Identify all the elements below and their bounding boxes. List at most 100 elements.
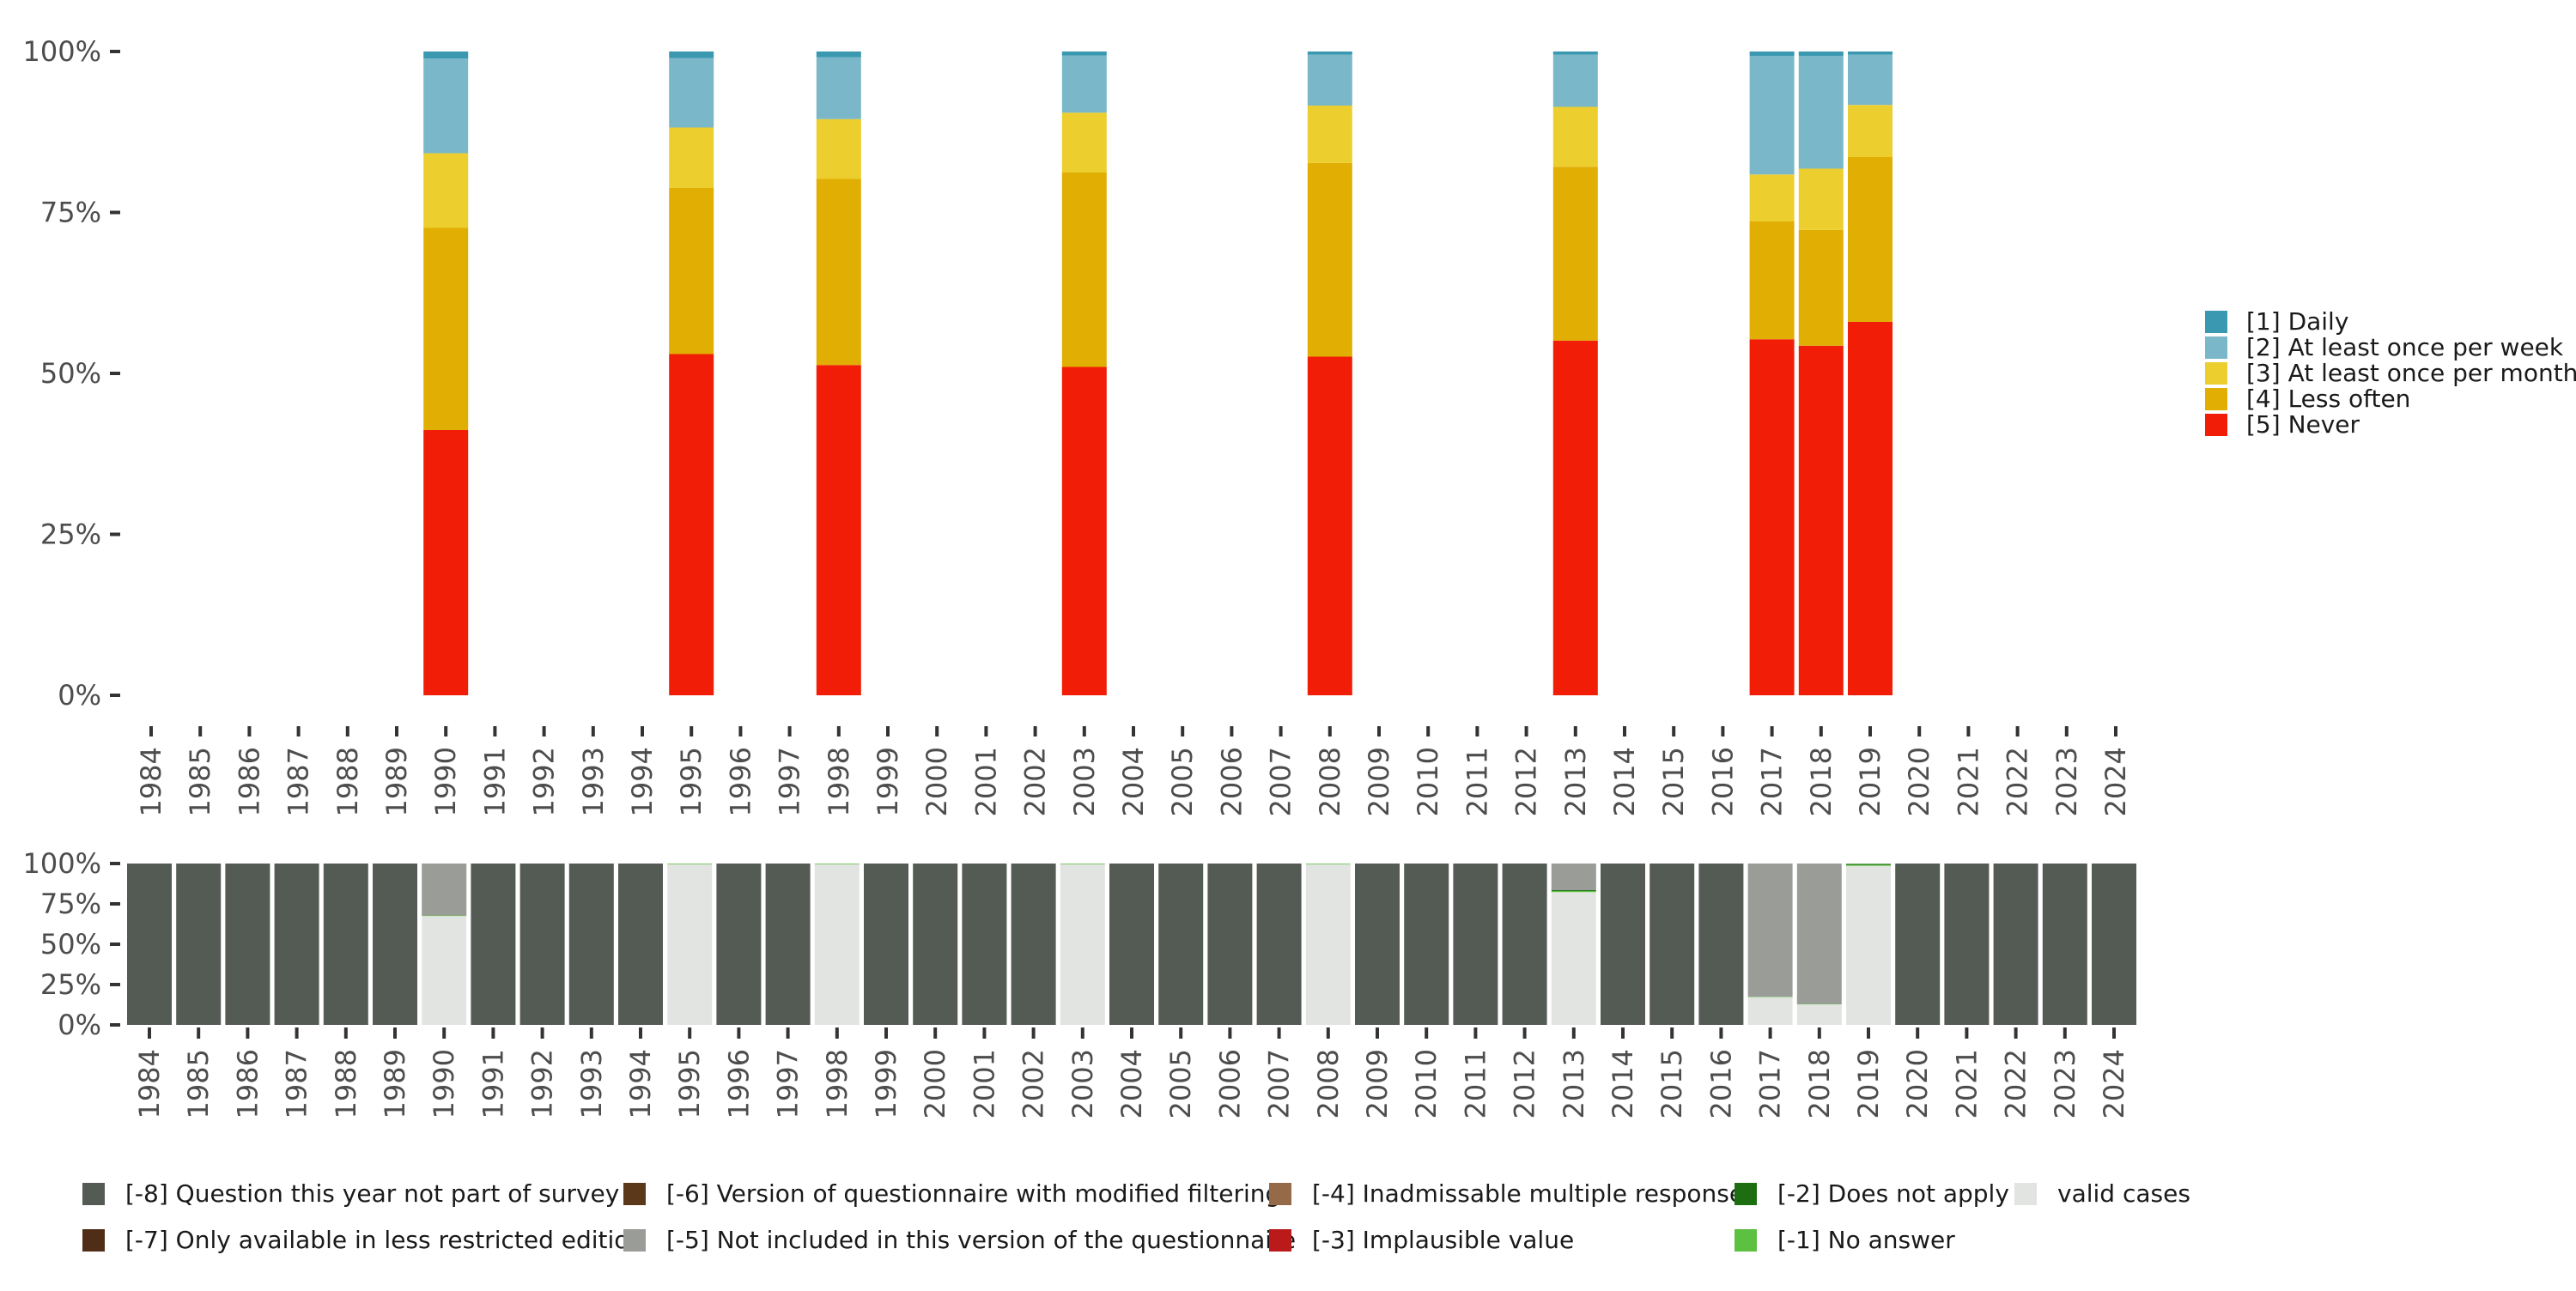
x-tick-label: 2014 bbox=[1607, 1049, 1639, 1118]
x-tick-label: 2009 bbox=[1361, 1049, 1394, 1118]
x-tick-label: 1989 bbox=[379, 1049, 411, 1118]
bar-segment bbox=[423, 227, 469, 430]
legend-swatch bbox=[2205, 362, 2227, 385]
bar-segment bbox=[1551, 890, 1596, 891]
x-tick-label: 1993 bbox=[577, 747, 610, 816]
x-tick-label: 2024 bbox=[2098, 1049, 2130, 1118]
x-tick-label: 1991 bbox=[478, 747, 511, 816]
x-tick-label: 2002 bbox=[1018, 1049, 1050, 1118]
legend-swatch bbox=[1735, 1229, 1757, 1252]
bar-segment bbox=[1848, 322, 1893, 695]
bar-segment bbox=[1798, 229, 1844, 346]
bar-segment bbox=[1848, 52, 1893, 55]
x-tick-label: 2008 bbox=[1312, 1049, 1345, 1118]
x-tick-label: 1993 bbox=[575, 1049, 608, 1118]
bar-segment bbox=[1749, 339, 1795, 695]
x-tick-label: 2023 bbox=[2050, 747, 2083, 816]
x-tick-label: 2003 bbox=[1068, 747, 1101, 816]
bar-segment bbox=[1060, 864, 1105, 1025]
bar-segment bbox=[1551, 892, 1596, 1025]
bar-segment bbox=[1551, 890, 1596, 893]
bar-segment bbox=[669, 52, 714, 58]
x-tick-label: 1995 bbox=[675, 747, 708, 816]
bar-segment bbox=[1307, 356, 1352, 695]
bar-segment bbox=[422, 916, 467, 1025]
bar-segment bbox=[1552, 54, 1598, 107]
legend-label: [-1] No answer bbox=[1777, 1226, 1955, 1254]
y-tick-label: 100% bbox=[23, 847, 101, 880]
bar-segment bbox=[1848, 54, 1893, 106]
bar-segment bbox=[669, 127, 714, 188]
y-tick-label: 0% bbox=[58, 1009, 101, 1041]
x-tick-label: 2015 bbox=[1657, 747, 1690, 816]
bar-segment bbox=[176, 864, 222, 1025]
bar-segment bbox=[1846, 865, 1891, 1025]
bar-segment bbox=[814, 864, 860, 1025]
bar-segment bbox=[1798, 52, 1844, 57]
x-tick-label: 2018 bbox=[1805, 747, 1838, 816]
x-tick-label: 2022 bbox=[2000, 1049, 2032, 1118]
bar-segment bbox=[1798, 168, 1844, 230]
legend-swatch bbox=[2205, 414, 2227, 436]
x-tick-label: 1986 bbox=[233, 747, 265, 816]
legend-label: [1] Daily bbox=[2246, 307, 2348, 336]
x-tick-label: 1985 bbox=[184, 747, 216, 816]
bar-segment bbox=[1649, 864, 1695, 1025]
bar-segment bbox=[1061, 112, 1107, 173]
bar-segment bbox=[1749, 56, 1795, 175]
bar-segment bbox=[1109, 864, 1154, 1025]
missing-values-chart: 0% 25% 50% 75% 100% 1984 1985 1986 1987 1988 1989 1… bbox=[23, 847, 2136, 1118]
x-tick-label: 2017 bbox=[1756, 747, 1789, 816]
x-tick-label: 2016 bbox=[1704, 1049, 1737, 1118]
y-tick-label: 25% bbox=[40, 968, 101, 1001]
x-tick-label: 2020 bbox=[1903, 747, 1935, 816]
x-tick-label: 1984 bbox=[135, 747, 167, 816]
legend-swatch bbox=[1735, 1183, 1757, 1205]
bar-segment bbox=[2042, 864, 2087, 1025]
x-tick-label: 1996 bbox=[722, 1049, 755, 1118]
x-tick-label: 2013 bbox=[1558, 1049, 1590, 1118]
bar-segment bbox=[1256, 864, 1302, 1025]
bar-segment bbox=[962, 864, 1007, 1025]
x-tick-label: 2011 bbox=[1459, 1049, 1492, 1118]
bar-segment bbox=[1307, 52, 1352, 55]
bar-segment bbox=[1798, 345, 1844, 695]
x-tick-label: 1991 bbox=[477, 1049, 509, 1118]
x-tick-label: 1998 bbox=[821, 1049, 854, 1118]
bar-segment bbox=[1011, 864, 1056, 1025]
bar-segment bbox=[1796, 1003, 1842, 1005]
x-tick-label: 2024 bbox=[2099, 747, 2132, 816]
bar-segment bbox=[423, 58, 469, 154]
bar-segment bbox=[471, 864, 516, 1025]
legend-swatch bbox=[623, 1229, 646, 1252]
bar-segment bbox=[1061, 173, 1107, 367]
bar-segment bbox=[667, 864, 713, 1025]
legend-label: [-4] Inadmissable multiple response bbox=[1312, 1179, 1744, 1208]
x-tick-label: 2012 bbox=[1509, 1049, 1541, 1118]
bar-segment bbox=[816, 365, 861, 695]
bar-segment bbox=[1895, 864, 1941, 1025]
legend-swatch bbox=[2205, 336, 2227, 359]
legend-swatch bbox=[82, 1183, 105, 1205]
bar-segment bbox=[323, 864, 368, 1025]
x-tick-label: 2015 bbox=[1656, 1049, 1688, 1118]
bar-segment bbox=[1207, 864, 1253, 1025]
bar-segment bbox=[422, 915, 467, 917]
bar-segment bbox=[423, 52, 469, 59]
bar-segment bbox=[1796, 864, 1842, 1004]
bar-segment bbox=[519, 864, 565, 1025]
bar-segment bbox=[1307, 54, 1352, 106]
x-tick-label: 2008 bbox=[1314, 747, 1346, 816]
x-tick-label: 2010 bbox=[1410, 1049, 1443, 1118]
bar-segment bbox=[1404, 864, 1449, 1025]
x-tick-label: 1990 bbox=[429, 747, 462, 816]
x-tick-label: 2011 bbox=[1461, 747, 1493, 816]
x-tick-label: 2009 bbox=[1363, 747, 1395, 816]
bar-segment bbox=[816, 118, 861, 179]
x-tick-label: 1988 bbox=[330, 1049, 362, 1118]
x-tick-label: 1987 bbox=[281, 1049, 313, 1118]
x-tick-label: 2020 bbox=[1901, 1049, 1934, 1118]
x-tick-label: 2022 bbox=[2002, 747, 2034, 816]
x-tick-label: 1989 bbox=[380, 747, 413, 816]
